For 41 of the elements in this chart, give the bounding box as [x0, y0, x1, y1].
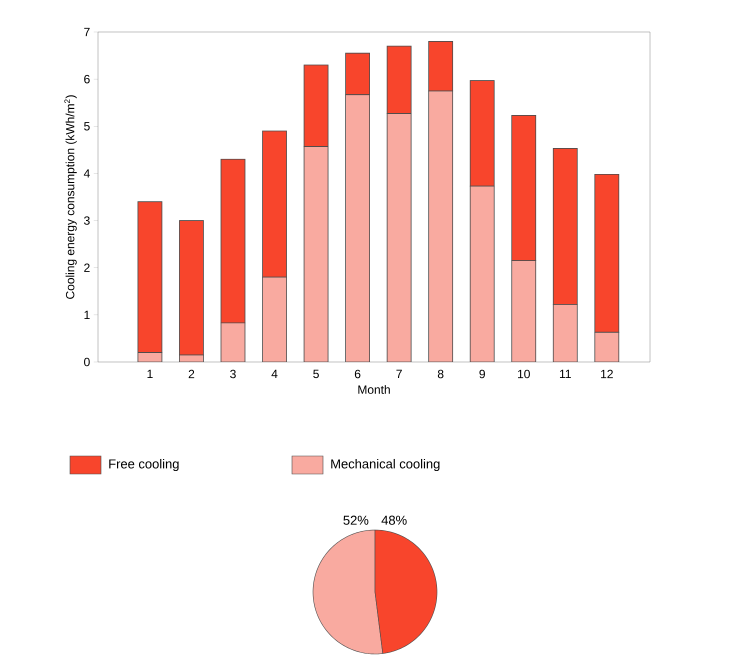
- legend-label: Free cooling: [109, 458, 179, 472]
- bar: [346, 94, 370, 362]
- x-tick-label: 7: [396, 370, 402, 378]
- x-tick-label: 1: [148, 370, 153, 378]
- y-tick-label: 7: [84, 28, 90, 36]
- y-tick-label: 0: [84, 358, 90, 366]
- bar: [387, 114, 412, 362]
- x-tick-label: 5: [313, 370, 319, 378]
- bar: [553, 304, 578, 362]
- bar: [470, 186, 494, 362]
- y-tick-label: 1: [84, 310, 90, 319]
- bar: [179, 220, 204, 356]
- data-label: 52%: [343, 516, 368, 525]
- bar: [552, 148, 578, 305]
- bar: [428, 90, 453, 362]
- y-tick-label: 2: [84, 264, 90, 272]
- y-tick-label: 3: [84, 216, 90, 225]
- x-tick-label: 8: [438, 370, 444, 378]
- bar: [512, 260, 536, 362]
- bar: [262, 130, 287, 278]
- y-axis-title: Cooling energy consumption (kWh/m$^{2}$): [64, 95, 77, 299]
- bar: [594, 332, 620, 362]
- x-tick-label: 10: [518, 370, 530, 378]
- legend-label: Mechanical cooling: [331, 458, 440, 472]
- y-tick-label: 4: [84, 169, 90, 178]
- bar: [262, 277, 287, 362]
- bar: [304, 146, 328, 362]
- x-tick-label: 6: [354, 370, 360, 378]
- bar: [511, 115, 536, 262]
- x-tick-label: 12: [601, 370, 613, 378]
- y-tick-label: 5: [84, 122, 90, 130]
- data-label: 48%: [381, 516, 407, 525]
- x-tick-label: 9: [479, 370, 485, 378]
- y-tick-label: 6: [84, 74, 90, 84]
- x-axis-title: Month: [358, 385, 390, 394]
- x-tick-label: 4: [271, 370, 278, 378]
- bar: [220, 158, 246, 324]
- bar: [220, 322, 245, 362]
- x-tick-label: 11: [560, 370, 571, 378]
- x-tick-label: 2: [188, 370, 194, 378]
- x-tick-label: 3: [230, 370, 236, 378]
